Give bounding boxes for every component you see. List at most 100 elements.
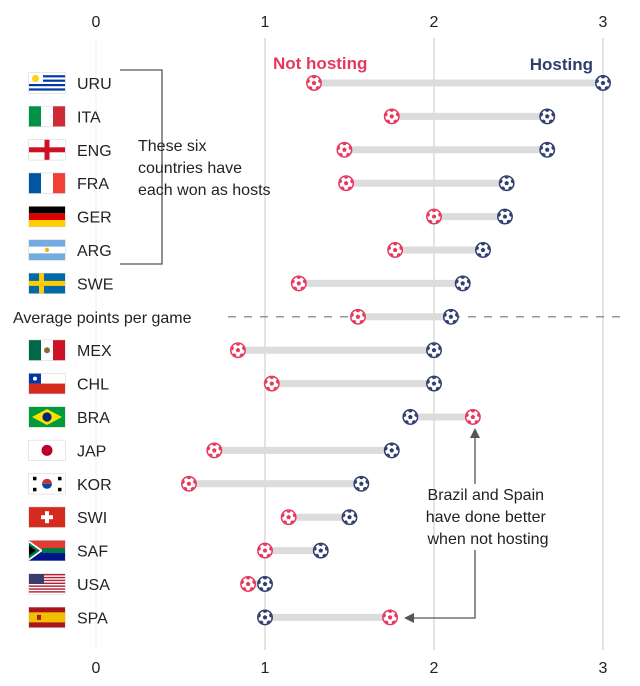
marker-not-hosting-ger [426, 208, 442, 225]
hosts-bracket [120, 69, 163, 265]
x-tick-top-0: 0 [92, 14, 101, 31]
flag-mex [28, 339, 66, 361]
country-label-ita: ITA [77, 109, 101, 126]
row-chl: CHL [28, 373, 442, 395]
row-fra: FRA [28, 172, 515, 194]
country-label-spa: SPA [77, 610, 108, 627]
country-label-kor: KOR [77, 477, 112, 494]
row-saf: SAF [28, 540, 329, 562]
marker-not-hosting-uru [306, 75, 322, 91]
country-label-jap: JAP [77, 443, 106, 460]
row-ger: GER [28, 206, 513, 228]
flag-usa [28, 573, 66, 595]
country-label-eng: ENG [77, 143, 112, 160]
flag-ger [28, 206, 66, 228]
x-tick-top-1: 1 [261, 14, 270, 31]
marker-hosting-ita [539, 108, 556, 125]
marker-not-hosting-usa [240, 576, 257, 592]
marker-hosting-bra [402, 409, 419, 425]
row-arg: ARG [28, 239, 491, 261]
marker-not-hosting-saf [257, 542, 273, 559]
marker-not-hosting-kor [181, 475, 197, 492]
country-label-ger: GER [77, 210, 112, 227]
flag-saf [28, 540, 66, 562]
country-label-arg: ARG [77, 243, 112, 260]
country-label-fra: FRA [77, 176, 109, 193]
x-tick-bottom-0: 0 [92, 660, 101, 677]
flag-chl [28, 373, 66, 395]
marker-hosting-fra [498, 175, 515, 192]
country-label-swe: SWE [77, 276, 113, 293]
flag-eng [28, 139, 66, 161]
top-axis: 0 1 2 3 [92, 14, 608, 31]
x-tick-bottom-2: 2 [430, 660, 439, 677]
row-average: Average points per game [13, 308, 626, 327]
flag-bra [28, 406, 66, 428]
country-label-swi: SWI [77, 510, 107, 527]
marker-not-hosting-fra [338, 175, 355, 192]
row-eng: ENG [28, 139, 556, 161]
flag-swi [28, 506, 66, 528]
flag-arg [28, 239, 66, 261]
row-jap: JAP [28, 439, 400, 461]
x-tick-top-3: 3 [599, 14, 608, 31]
row-mex: MEX [28, 339, 442, 361]
flag-uru [28, 72, 66, 94]
average-label: Average points per game [13, 310, 192, 327]
marker-not-hosting-spa [382, 609, 399, 626]
flag-fra [28, 172, 66, 194]
annotation-hosts-line-1: These six [138, 138, 206, 155]
marker-hosting-swi [341, 509, 358, 526]
marker-not-hosting-bra [464, 409, 481, 425]
country-label-uru: URU [77, 76, 112, 93]
marker-hosting-ger [497, 208, 513, 225]
gridlines [95, 38, 604, 650]
annotation-brazil-spain: Brazil and Spain have done better when n… [426, 487, 551, 548]
annotation-hosts-won: These six countries have each won as hos… [138, 138, 271, 199]
marker-hosting-arg [475, 242, 491, 258]
row-ita: ITA [28, 105, 556, 127]
legend-not-hosting: Not hosting [273, 54, 367, 73]
x-tick-bottom-3: 3 [599, 660, 608, 677]
marker-not-hosting-swi [280, 509, 297, 526]
marker-not-hosting-chl [263, 375, 280, 392]
country-label-bra: BRA [77, 410, 110, 427]
marker-not-hosting-mex [230, 342, 246, 359]
flag-swe [28, 272, 66, 294]
marker-hosting-chl [426, 375, 442, 392]
marker-hosting-uru [595, 75, 611, 91]
row-uru: URU [28, 72, 611, 94]
flag-ita [28, 105, 66, 127]
flag-spa [28, 606, 66, 628]
marker-hosting-kor [353, 475, 370, 492]
marker-hosting-eng [539, 141, 556, 158]
country-label-saf: SAF [77, 544, 108, 561]
annotation-hosts-line-3: each won as hosts [138, 182, 271, 199]
legend-hosting: Hosting [530, 55, 593, 74]
row-swe: SWE [28, 272, 471, 294]
row-bra: BRA [28, 406, 481, 428]
country-label-mex: MEX [77, 343, 112, 360]
bottom-axis: 0 1 2 3 [92, 660, 608, 677]
marker-hosting-mex [426, 342, 442, 359]
country-label-usa: USA [77, 577, 110, 594]
row-usa: USA [28, 573, 273, 595]
flag-jap [28, 439, 66, 461]
x-tick-bottom-1: 1 [261, 660, 270, 677]
marker-hosting-spa [257, 609, 273, 626]
marker-not-hosting-average [350, 308, 366, 325]
marker-hosting-swe [454, 275, 471, 292]
annotation-arrows [404, 428, 480, 623]
x-tick-top-2: 2 [430, 14, 439, 31]
annotation-hosts-line-2: countries have [138, 160, 242, 177]
annotation-bs-line-2: have done better [426, 509, 547, 526]
row-kor: KOR [28, 473, 370, 495]
annotation-bs-line-1: Brazil and Spain [428, 487, 545, 504]
country-label-chl: CHL [77, 377, 109, 394]
marker-hosting-usa [257, 576, 273, 592]
marker-hosting-average [442, 308, 459, 325]
flag-kor [28, 473, 66, 495]
marker-hosting-saf [312, 542, 329, 559]
marker-not-hosting-arg [387, 242, 404, 258]
